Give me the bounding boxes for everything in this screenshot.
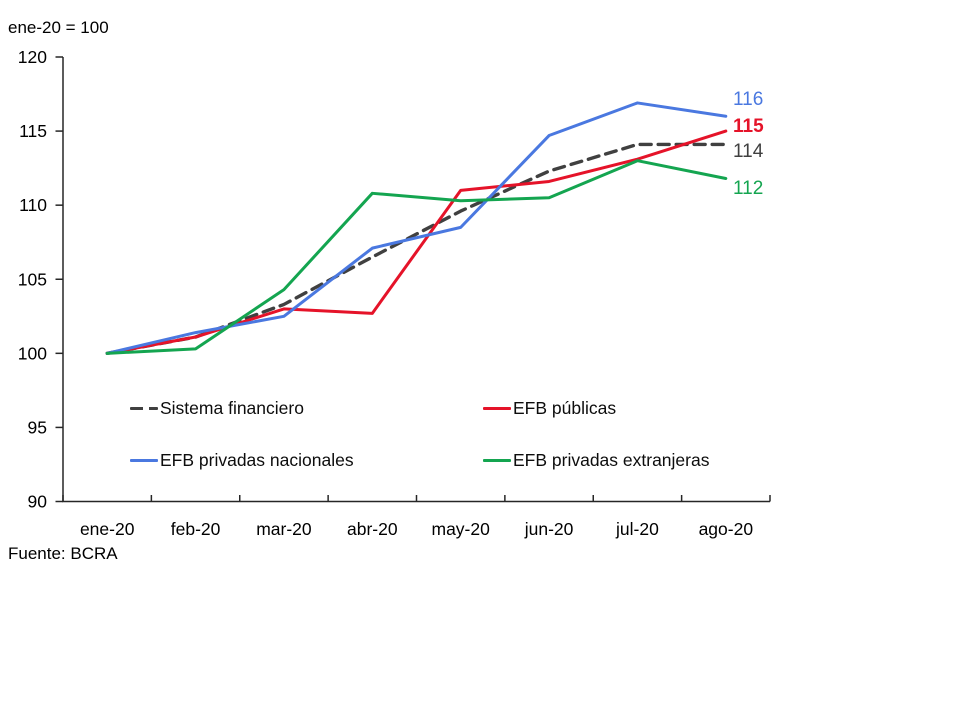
y-tick-label: 95 [28,417,47,437]
y-tick-label: 105 [18,269,47,289]
y-tick-label: 115 [19,121,47,141]
end-label-nacionales: 116 [733,89,764,110]
x-tick-label: ago-20 [699,519,754,539]
source-caption: Fuente: BCRA [8,544,118,563]
legend-swatch-blue [130,458,158,462]
x-tick-label: abr-20 [347,519,398,539]
x-tick-label: mar-20 [256,519,312,539]
y-tick-label: 120 [18,47,47,67]
x-tick-label: feb-20 [171,519,221,539]
legend-swatch-dashed-gray [130,406,158,410]
end-label-publicas: 115 [733,116,764,137]
x-tick-label: may-20 [432,519,491,539]
legend-swatch-green [483,458,511,462]
line-chart: 90 95 100 105 110 115 120 ene-20 feb-20 mar-20 abr… [18,47,771,539]
y-tick-label: 90 [28,492,48,512]
index-base-note: ene-20 = 100 [8,18,109,37]
x-tick-label: jul-20 [615,519,659,539]
legend-item-efb-privadas-extranjeras: EFB privadas extranjeras [483,449,710,470]
y-tick-label: 110 [19,195,47,215]
end-label-extranjeras: 112 [733,178,764,199]
series-line-2 [105,101,728,355]
legend-label: Sistema financiero [160,397,304,418]
x-tick-label: jun-20 [524,519,574,539]
x-tick-label: ene-20 [80,519,135,539]
series-line-3 [105,159,728,355]
legend-item-efb-publicas: EFB públicas [483,397,617,418]
legend-item-efb-privadas-nacionales: EFB privadas nacionales [130,449,354,470]
legend-swatch-red [483,406,511,410]
axis-lines [62,57,770,503]
legend-label: EFB privadas nacionales [160,449,354,470]
series-line-1 [105,129,728,355]
series-line-0 [105,142,728,356]
legend-label: EFB públicas [513,397,617,418]
legend-label: EFB privadas extranjeras [513,449,710,470]
y-tick-label: 100 [18,343,47,363]
end-label-sistema: 114 [733,141,764,162]
legend-item-sistema-financiero: Sistema financiero [130,397,304,418]
